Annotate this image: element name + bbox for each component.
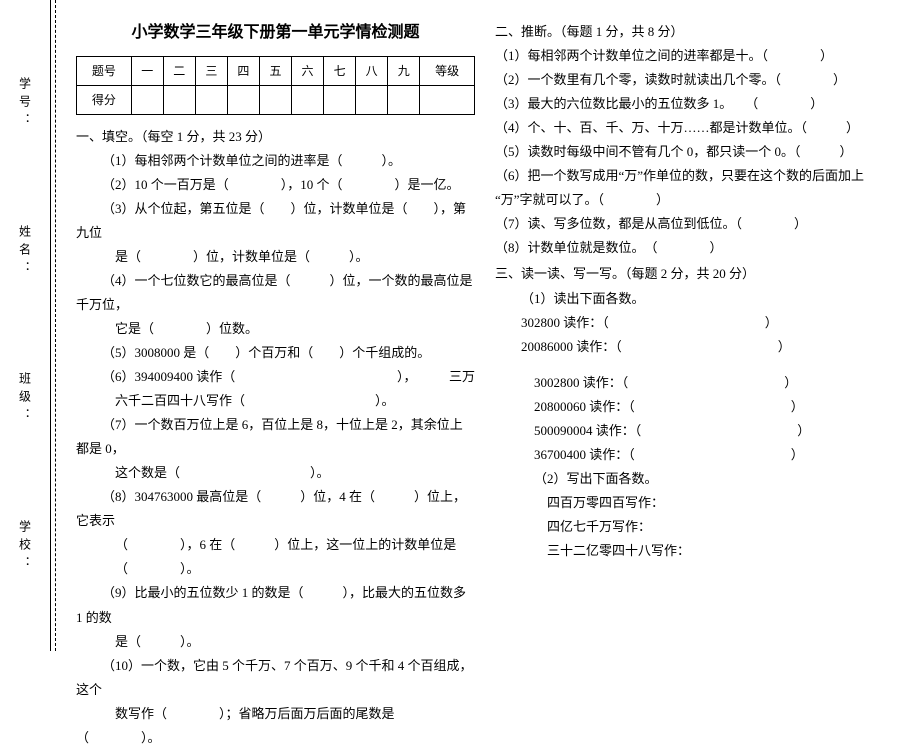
table-cell: 等级 <box>420 56 475 85</box>
margin-label-name: 姓名： <box>17 225 34 279</box>
q9a: （9）比最小的五位数少 1 的数是（ ），比最大的五位数多 1 的数 <box>76 581 475 629</box>
table-cell: 八 <box>356 56 388 85</box>
section-3-head: 三、读一读、写一写。（每题 2 分，共 20 分） <box>495 262 894 286</box>
q8a: （8）304763000 最高位是（ ）位，4 在（ ）位上，它表示 <box>76 485 475 533</box>
q4b: 它是（ ）位数。 <box>76 317 475 341</box>
section-2-head: 二、推断。（每题 1 分，共 8 分） <box>495 20 894 44</box>
spacer <box>495 359 894 371</box>
margin-label-school: 学校： <box>17 520 34 574</box>
r5: 500090004 读作：（ ） <box>495 419 894 443</box>
j8: （8）计数单位就是数位。 （ ） <box>495 236 894 260</box>
j3: （3）最大的六位数比最小的五位数多 1。 （ ） <box>495 92 894 116</box>
table-cell: 四 <box>227 56 259 85</box>
q3a: （3）从个位起，第五位是（ ）位，计数单位是（ ），第九位 <box>76 197 475 245</box>
q8c: （ ）。 <box>76 557 475 581</box>
q10b: 数写作（ ）；省略万后面万后面的尾数是（ ）。 <box>76 702 475 750</box>
j6a: （6）把一个数写成用“万”作单位的数，只要在这个数的后面加上 <box>495 164 894 188</box>
table-cell <box>420 85 475 114</box>
r6: 36700400 读作：（ ） <box>495 443 894 467</box>
page-title: 小学数学三年级下册第一单元学情检测题 <box>76 18 475 48</box>
j5: （5）读数时每级中间不管有几个 0，都只读一个 0。（ ） <box>495 140 894 164</box>
table-cell <box>388 85 420 114</box>
r4: 20800060 读作：（ ） <box>495 395 894 419</box>
left-column: 小学数学三年级下册第一单元学情检测题 题号 一 二 三 四 五 六 七 八 九 … <box>66 18 485 633</box>
r2: 20086000 读作：（ ） <box>495 335 894 359</box>
table-score-row: 得分 <box>77 85 475 114</box>
q6a-left: （6）394009400 读作（ <box>76 365 235 389</box>
margin-label-id: 学号： <box>17 77 34 131</box>
table-cell: 五 <box>259 56 291 85</box>
q5: （5）3008000 是（ ）个百万和（ ）个千组成的。 <box>76 341 475 365</box>
j1: （1）每相邻两个计数单位之间的进率都是十。（ ） <box>495 44 894 68</box>
table-cell: 题号 <box>77 56 132 85</box>
q3b: 是（ ）位，计数单位是（ ）。 <box>76 245 475 269</box>
content-area: 小学数学三年级下册第一单元学情检测题 题号 一 二 三 四 五 六 七 八 九 … <box>55 0 920 651</box>
q10a: （10）一个数，它由 5 个千万、7 个百万、9 个千和 4 个百组成，这个 <box>76 654 475 702</box>
q2: （2）10 个一百万是（ ），10 个（ ）是一亿。 <box>76 173 475 197</box>
r1: 302800 读作：（ ） <box>495 311 894 335</box>
binding-margin: 学号： 姓名： 班级： 学校： <box>0 0 51 651</box>
table-cell <box>259 85 291 114</box>
w1: 四百万零四百写作： <box>495 491 894 515</box>
table-cell: 得分 <box>77 85 132 114</box>
table-cell: 七 <box>324 56 356 85</box>
q6a-right: ）， 三万 <box>371 365 475 389</box>
q7a: （7）一个数百万位上是 6，百位上是 8，十位上是 2，其余位上都是 0， <box>76 413 475 461</box>
q6b: 六千二百四十八写作（ ）。 <box>76 389 475 413</box>
table-cell <box>227 85 259 114</box>
table-cell <box>356 85 388 114</box>
j6b: “万”字就可以了。（ ） <box>495 188 894 212</box>
right-column: 二、推断。（每题 1 分，共 8 分） （1）每相邻两个计数单位之间的进率都是十… <box>485 18 904 633</box>
q8b: （ ），6 在（ ）位上，这一位上的计数单位是 <box>76 533 475 557</box>
q6a: （6）394009400 读作（ ）， 三万 <box>76 365 475 389</box>
q9b: 是（ ）。 <box>76 630 475 654</box>
score-table: 题号 一 二 三 四 五 六 七 八 九 等级 得分 <box>76 56 475 115</box>
w0: （2）写出下面各数。 <box>495 467 894 491</box>
table-cell <box>131 85 163 114</box>
j7: （7）读、写多位数，都是从高位到低位。（ ） <box>495 212 894 236</box>
j4: （4）个、十、百、千、万、十万……都是计数单位。（ ） <box>495 116 894 140</box>
table-cell <box>195 85 227 114</box>
r0: （1）读出下面各数。 <box>495 287 894 311</box>
q4a: （4）一个七位数它的最高位是（ ）位，一个数的最高位是千万位， <box>76 269 475 317</box>
q7b: 这个数是（ ）。 <box>76 461 475 485</box>
r3: 3002800 读作：（ ） <box>495 371 894 395</box>
table-cell <box>291 85 323 114</box>
w3: 三十二亿零四十八写作： <box>495 539 894 563</box>
table-header-row: 题号 一 二 三 四 五 六 七 八 九 等级 <box>77 56 475 85</box>
table-cell: 六 <box>291 56 323 85</box>
j2: （2）一个数里有几个零，读数时就读出几个零。（ ） <box>495 68 894 92</box>
q1: （1）每相邻两个计数单位之间的进率是（ ）。 <box>76 149 475 173</box>
table-cell: 九 <box>388 56 420 85</box>
w2: 四亿七千万写作： <box>495 515 894 539</box>
section-1-head: 一、填空。（每空 1 分，共 23 分） <box>76 125 475 149</box>
table-cell <box>163 85 195 114</box>
margin-label-class: 班级： <box>17 372 34 426</box>
table-cell: 二 <box>163 56 195 85</box>
table-cell: 一 <box>131 56 163 85</box>
table-cell <box>324 85 356 114</box>
table-cell: 三 <box>195 56 227 85</box>
